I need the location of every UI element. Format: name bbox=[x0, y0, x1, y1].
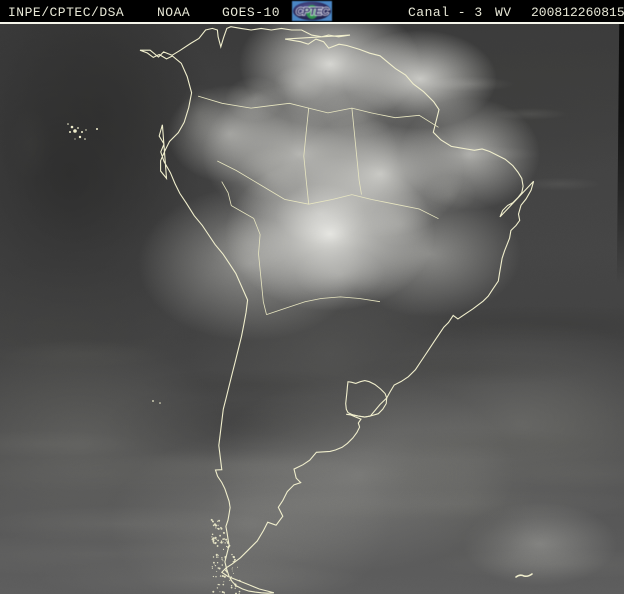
svg-text:CPTEC: CPTEC bbox=[296, 6, 330, 18]
